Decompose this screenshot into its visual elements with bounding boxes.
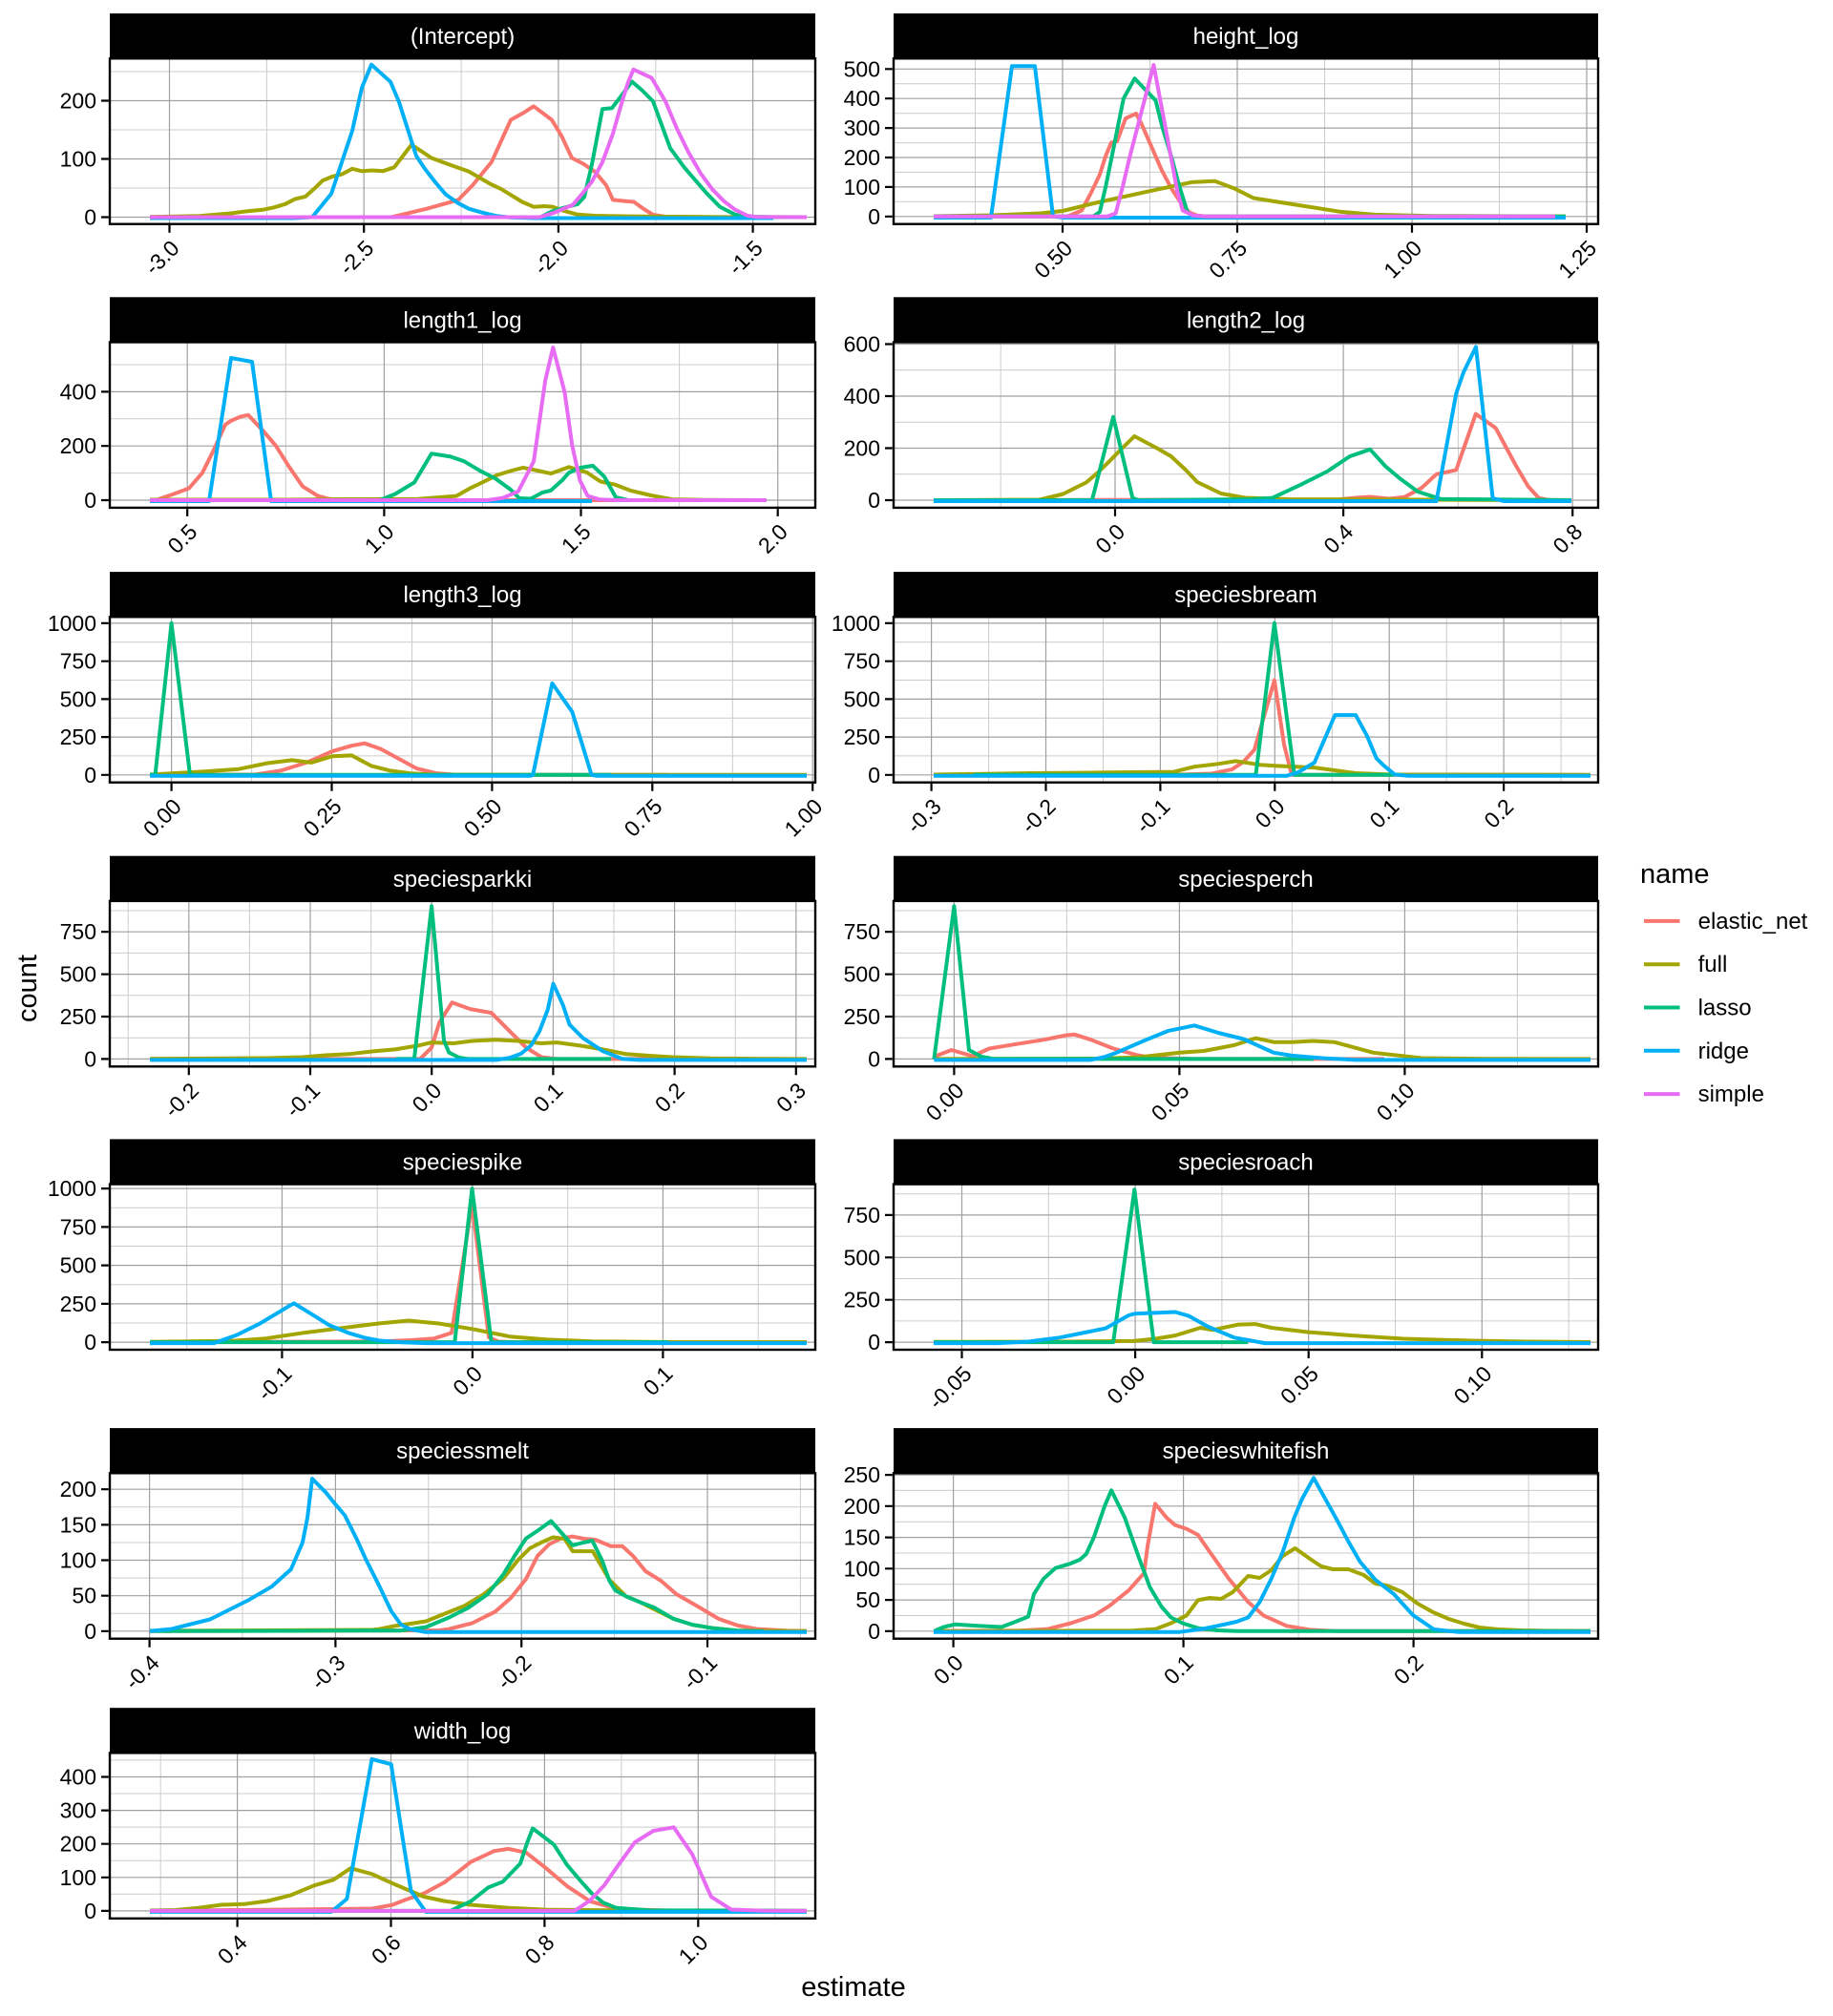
svg-text:0: 0 xyxy=(84,1619,96,1644)
svg-text:500: 500 xyxy=(844,962,880,987)
svg-text:0: 0 xyxy=(84,1330,96,1354)
svg-text:0: 0 xyxy=(868,1330,880,1354)
svg-text:500: 500 xyxy=(844,1245,880,1270)
svg-text:400: 400 xyxy=(60,379,96,404)
svg-text:height_log: height_log xyxy=(1193,24,1299,50)
svg-text:0: 0 xyxy=(84,1046,96,1071)
svg-text:length1_log: length1_log xyxy=(403,307,521,333)
svg-text:width_log: width_log xyxy=(413,1718,511,1744)
svg-text:100: 100 xyxy=(60,1548,96,1573)
svg-text:200: 200 xyxy=(60,433,96,458)
svg-text:0: 0 xyxy=(868,763,880,788)
svg-text:0: 0 xyxy=(868,1619,880,1644)
svg-text:200: 200 xyxy=(60,1832,96,1857)
svg-text:750: 750 xyxy=(844,649,880,674)
svg-text:200: 200 xyxy=(60,89,96,114)
svg-text:200: 200 xyxy=(844,1494,880,1519)
svg-text:100: 100 xyxy=(60,1865,96,1890)
svg-text:length3_log: length3_log xyxy=(403,582,521,608)
svg-text:200: 200 xyxy=(60,1477,96,1502)
svg-text:0: 0 xyxy=(868,204,880,229)
svg-text:750: 750 xyxy=(844,919,880,944)
svg-text:400: 400 xyxy=(60,1765,96,1790)
svg-text:full: full xyxy=(1698,952,1728,977)
svg-text:500: 500 xyxy=(60,686,96,711)
svg-text:length2_log: length2_log xyxy=(1187,307,1305,333)
svg-text:150: 150 xyxy=(844,1525,880,1550)
svg-text:simple: simple xyxy=(1698,1082,1764,1107)
svg-text:50: 50 xyxy=(72,1584,96,1608)
svg-text:100: 100 xyxy=(60,147,96,172)
svg-text:estimate: estimate xyxy=(801,1972,906,2003)
svg-text:speciesbream: speciesbream xyxy=(1174,582,1317,608)
svg-text:speciespike: speciespike xyxy=(403,1150,522,1176)
svg-text:250: 250 xyxy=(844,1004,880,1029)
svg-text:400: 400 xyxy=(844,384,880,409)
svg-text:speciessmelt: speciessmelt xyxy=(396,1438,529,1464)
svg-text:200: 200 xyxy=(844,145,880,170)
svg-text:speciesperch: speciesperch xyxy=(1178,867,1313,892)
svg-text:300: 300 xyxy=(60,1798,96,1823)
svg-text:1000: 1000 xyxy=(48,611,96,636)
svg-text:400: 400 xyxy=(844,86,880,111)
svg-text:0: 0 xyxy=(868,1046,880,1071)
svg-text:750: 750 xyxy=(60,1214,96,1239)
svg-text:1000: 1000 xyxy=(48,1176,96,1201)
svg-text:600: 600 xyxy=(844,332,880,357)
svg-text:elastic_net: elastic_net xyxy=(1698,909,1808,934)
svg-text:100: 100 xyxy=(844,175,880,200)
svg-text:count: count xyxy=(12,955,43,1022)
svg-text:250: 250 xyxy=(60,724,96,749)
svg-text:speciesroach: speciesroach xyxy=(1178,1150,1313,1176)
svg-text:300: 300 xyxy=(844,116,880,140)
svg-text:0: 0 xyxy=(84,763,96,788)
svg-text:(Intercept): (Intercept) xyxy=(411,24,515,50)
svg-text:50: 50 xyxy=(855,1587,880,1612)
svg-text:250: 250 xyxy=(844,1288,880,1312)
svg-text:0: 0 xyxy=(84,488,96,513)
svg-text:250: 250 xyxy=(844,724,880,749)
svg-text:speciesparkki: speciesparkki xyxy=(393,867,532,892)
svg-text:name: name xyxy=(1640,859,1710,890)
svg-text:200: 200 xyxy=(844,436,880,461)
svg-text:250: 250 xyxy=(844,1462,880,1487)
svg-text:750: 750 xyxy=(60,649,96,674)
svg-text:lasso: lasso xyxy=(1698,996,1752,1021)
svg-text:0: 0 xyxy=(84,1899,96,1923)
svg-text:100: 100 xyxy=(844,1556,880,1581)
svg-text:150: 150 xyxy=(60,1512,96,1537)
svg-text:500: 500 xyxy=(60,962,96,987)
svg-text:750: 750 xyxy=(60,919,96,944)
svg-text:ridge: ridge xyxy=(1698,1039,1749,1064)
svg-text:500: 500 xyxy=(844,56,880,81)
svg-text:250: 250 xyxy=(60,1004,96,1029)
svg-text:specieswhitefish: specieswhitefish xyxy=(1163,1438,1330,1464)
svg-text:500: 500 xyxy=(844,686,880,711)
svg-text:1000: 1000 xyxy=(832,611,880,636)
svg-text:500: 500 xyxy=(60,1253,96,1278)
svg-text:0: 0 xyxy=(868,488,880,513)
svg-text:250: 250 xyxy=(60,1292,96,1316)
svg-text:750: 750 xyxy=(844,1203,880,1228)
svg-text:0: 0 xyxy=(84,205,96,230)
